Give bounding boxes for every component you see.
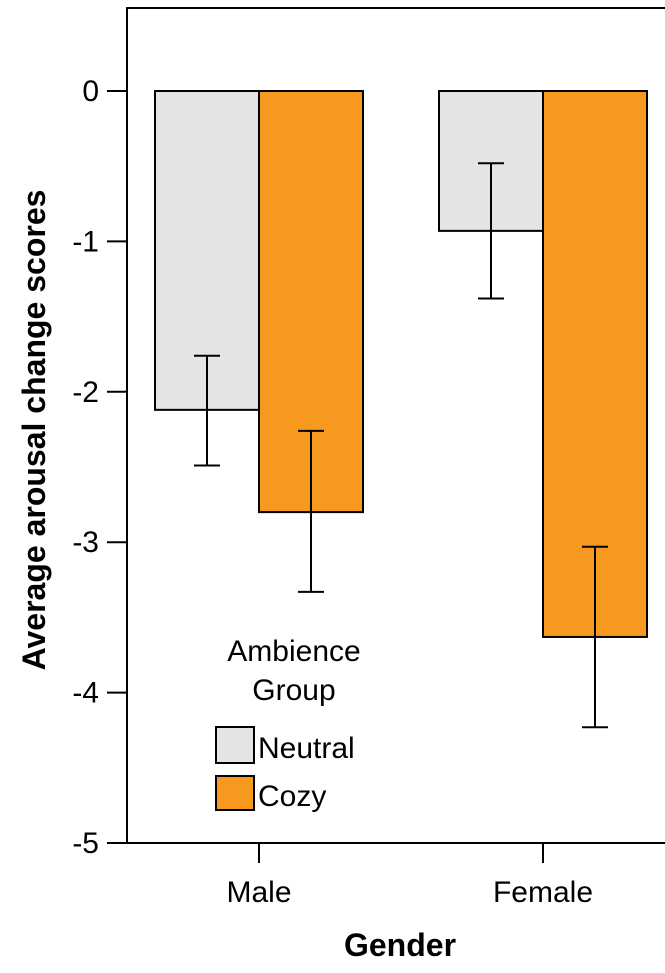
x-tick-label: Female xyxy=(493,876,593,909)
legend-swatch-neutral xyxy=(215,726,255,764)
legend-label-cozy: Cozy xyxy=(258,780,326,813)
legend-label-neutral: Neutral xyxy=(258,732,355,765)
y-tick-label: -1 xyxy=(72,225,99,258)
y-tick-label: -4 xyxy=(72,677,99,710)
y-tick-label: 0 xyxy=(82,75,99,108)
x-tick-label: Male xyxy=(226,876,291,909)
y-tick-label: -3 xyxy=(72,526,99,559)
plot-frame xyxy=(126,7,665,844)
bars xyxy=(154,90,648,638)
legend-title-line1: Ambience xyxy=(227,635,360,668)
y-axis-title: Average arousal change scores xyxy=(16,190,52,671)
legend: Ambience Group Neutral Cozy xyxy=(215,635,361,813)
error-bars xyxy=(194,162,608,729)
y-tick-label: -2 xyxy=(72,376,99,409)
axes: 0 -1 -2 -3 -4 -5 Male Female xyxy=(72,75,593,909)
legend-swatch-cozy xyxy=(215,775,255,811)
y-tick-label: -5 xyxy=(72,827,99,860)
legend-title-line2: Group xyxy=(252,674,335,707)
x-axis-title: Gender xyxy=(344,927,456,963)
